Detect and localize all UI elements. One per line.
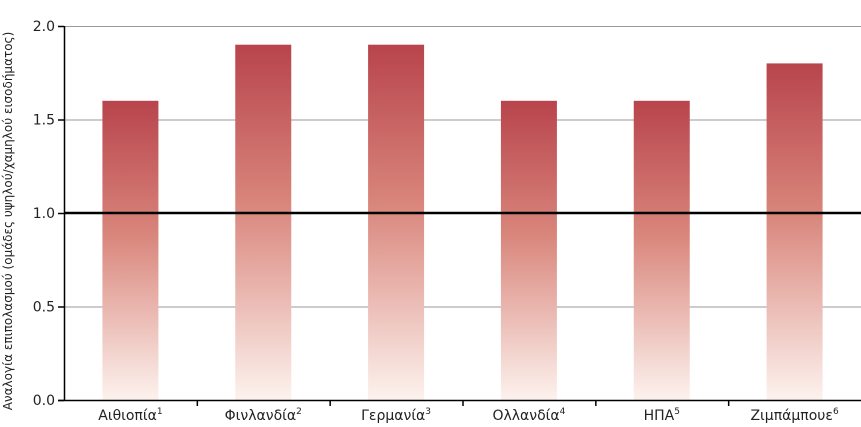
y-tick-label: 1.5: [33, 113, 55, 129]
y-axis-label: Αναλογία επιπολασμού (ομάδες υψηλού/χαμη…: [1, 32, 15, 411]
y-tick-label: 0.0: [33, 393, 55, 409]
y-tick-label: 0.5: [33, 300, 55, 316]
grid-lines: [64, 26, 861, 308]
bar-Γερμανία: [368, 44, 425, 400]
x-tick-label: Φινλανδία2: [225, 407, 302, 424]
x-tick-label: Ζιμπάμπουε6: [750, 407, 838, 424]
x-tick-label: Γερμανία3: [361, 407, 431, 424]
y-tick-labels: 0.0 0.5 1.0 1.5 2.0: [33, 19, 55, 409]
bar-ΗΠΑ: [633, 100, 690, 401]
bar-Αιθιοπία: [102, 100, 159, 401]
bar-Ολλανδία: [500, 100, 557, 401]
x-tick-label: Ολλανδία4: [492, 407, 565, 424]
bar-Φινλανδία: [235, 44, 292, 400]
bar-Ζιμπάμπουε: [766, 63, 823, 401]
x-tick-labels: Αιθιοπία1 Φινλανδία2 Γερμανία3 Ολλανδία4 ΗΠΑ…: [98, 407, 839, 424]
y-tick-label: 2.0: [33, 19, 55, 35]
bars: [102, 44, 823, 401]
axes: [58, 25, 861, 406]
x-tick-label: ΗΠΑ5: [644, 407, 680, 424]
x-tick-label: Αιθιοπία1: [98, 407, 162, 424]
y-tick-label: 1.0: [33, 206, 55, 222]
